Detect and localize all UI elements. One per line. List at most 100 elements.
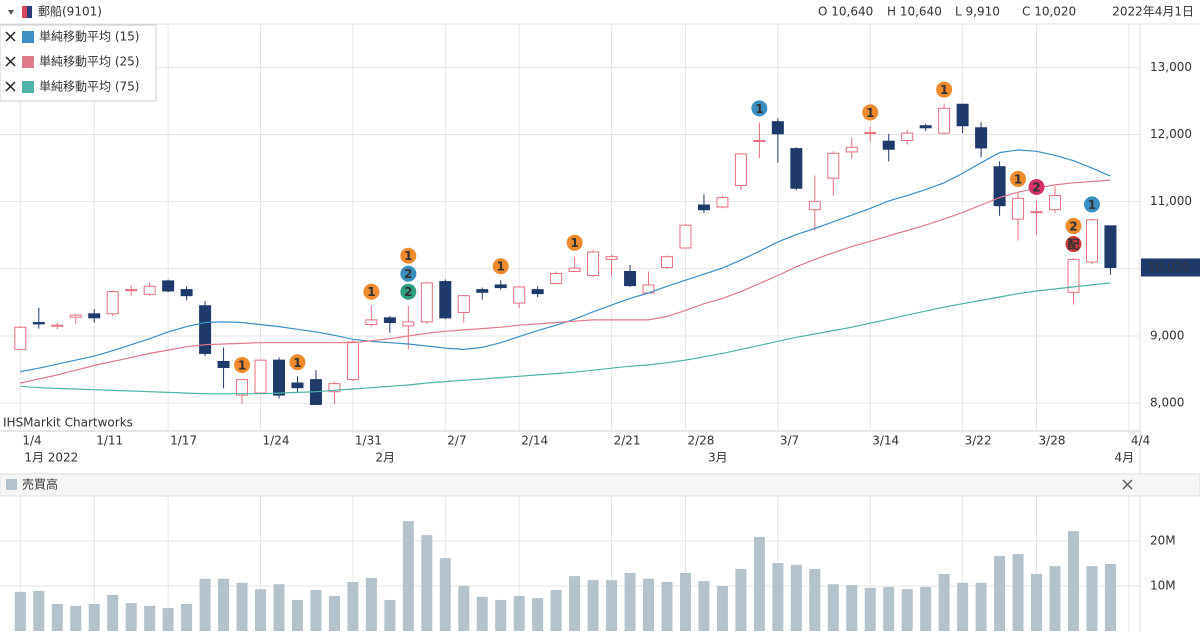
event-marker[interactable] xyxy=(400,247,417,264)
volume-bar xyxy=(291,599,303,631)
candle-body xyxy=(882,140,895,150)
event-label: 1 xyxy=(1088,198,1096,212)
volume-bar xyxy=(864,587,876,631)
candle-body xyxy=(605,256,618,260)
volume-bar xyxy=(458,586,470,631)
moving-average-line xyxy=(20,179,1111,384)
event-marker[interactable] xyxy=(492,258,509,275)
event-marker[interactable] xyxy=(936,81,953,98)
volume-bar xyxy=(236,582,248,631)
candle-body xyxy=(1012,197,1025,220)
x-tick-label: 1/24 xyxy=(263,434,290,448)
volume-bar xyxy=(328,595,340,631)
candle-body xyxy=(661,256,674,268)
volume-bar xyxy=(827,584,839,631)
candle-body xyxy=(1030,211,1043,214)
x-tick-label: 1/31 xyxy=(355,434,382,448)
candle-body xyxy=(864,131,877,134)
candle-body xyxy=(697,204,710,211)
candle-body xyxy=(439,281,452,319)
candle-body xyxy=(624,270,637,287)
candle-body xyxy=(587,251,600,277)
volume-bar xyxy=(33,590,45,631)
volume-bar xyxy=(550,590,562,631)
event-marker[interactable] xyxy=(234,356,251,373)
volume-bar xyxy=(218,578,230,631)
candle-body xyxy=(993,166,1006,207)
volume-bar xyxy=(735,568,747,631)
event-marker[interactable] xyxy=(1065,236,1082,253)
legend-remove[interactable] xyxy=(5,31,16,42)
candle-body xyxy=(679,224,692,249)
symbol-icon xyxy=(22,6,27,18)
event-label: 2 xyxy=(1069,220,1077,234)
volume-bar xyxy=(790,564,802,631)
candle-body xyxy=(402,321,415,327)
x-tick-label: 1/4 xyxy=(22,434,41,448)
candle-body xyxy=(32,322,45,325)
volume-bar xyxy=(883,586,895,631)
candle-body xyxy=(753,140,766,143)
y-tick-label: 12,000 xyxy=(1150,127,1192,141)
event-marker[interactable] xyxy=(1010,170,1027,187)
event-label: 配 xyxy=(1067,237,1079,252)
candle-body xyxy=(1104,225,1117,268)
candle-body xyxy=(217,360,230,369)
candle-body xyxy=(513,286,526,304)
x-tick-label: 2/21 xyxy=(614,434,641,448)
candle-body xyxy=(180,289,193,297)
volume-bar xyxy=(569,576,581,631)
candle-body xyxy=(771,121,784,135)
candle-body xyxy=(476,289,489,293)
event-marker[interactable] xyxy=(1065,218,1082,235)
volume-bar xyxy=(1104,563,1116,631)
dropdown-arrow[interactable] xyxy=(8,10,14,15)
candle-body xyxy=(808,201,821,211)
volume-bar xyxy=(310,590,322,631)
volume-bar xyxy=(144,605,156,631)
event-label: 1 xyxy=(404,249,412,263)
volume-bar xyxy=(273,584,285,631)
candle-body xyxy=(1067,258,1080,293)
volume-bar xyxy=(421,535,433,631)
event-marker[interactable] xyxy=(400,265,417,282)
event-label: 1 xyxy=(367,285,375,299)
close-button[interactable] xyxy=(1122,479,1133,490)
legend: 単純移動平均 (15) 単純移動平均 (25) 単純移動平均 (75) xyxy=(0,24,157,102)
legend-swatch xyxy=(22,56,34,68)
moving-average-line xyxy=(20,282,1111,395)
volume-bar xyxy=(14,591,26,631)
candle-body xyxy=(69,314,82,318)
volume-bar xyxy=(402,521,414,631)
y-tick-label: 8,000 xyxy=(1150,396,1184,410)
volume-bar xyxy=(753,536,765,631)
candle-body xyxy=(1085,219,1098,263)
volume-bar xyxy=(772,563,784,631)
volume-bar xyxy=(476,596,488,631)
candle-body xyxy=(106,291,119,315)
event-label: 2 xyxy=(1032,180,1040,194)
event-label: 1 xyxy=(1014,172,1022,186)
volume-bar xyxy=(994,555,1006,631)
volume-bar xyxy=(255,589,267,631)
event-marker[interactable] xyxy=(566,234,583,251)
y-tick-label: 9,000 xyxy=(1150,328,1184,342)
legend-remove[interactable] xyxy=(5,56,16,67)
watermark: IHSMarkit Chartworks xyxy=(3,416,133,430)
legend-remove[interactable] xyxy=(5,81,16,92)
event-marker[interactable] xyxy=(751,100,768,117)
symbol-icon xyxy=(27,6,32,18)
event-marker[interactable] xyxy=(289,354,306,371)
event-marker[interactable] xyxy=(400,283,417,300)
event-marker[interactable] xyxy=(862,104,879,121)
candle-body xyxy=(14,326,27,350)
x-tick-label: 2/28 xyxy=(687,434,714,448)
candle-body xyxy=(716,197,729,208)
x-tick-label: 3/22 xyxy=(965,434,992,448)
event-marker[interactable] xyxy=(1028,178,1045,195)
event-marker[interactable] xyxy=(363,283,380,300)
volume-bar xyxy=(365,577,377,631)
event-marker[interactable] xyxy=(1083,196,1100,213)
candle-body xyxy=(568,267,581,272)
